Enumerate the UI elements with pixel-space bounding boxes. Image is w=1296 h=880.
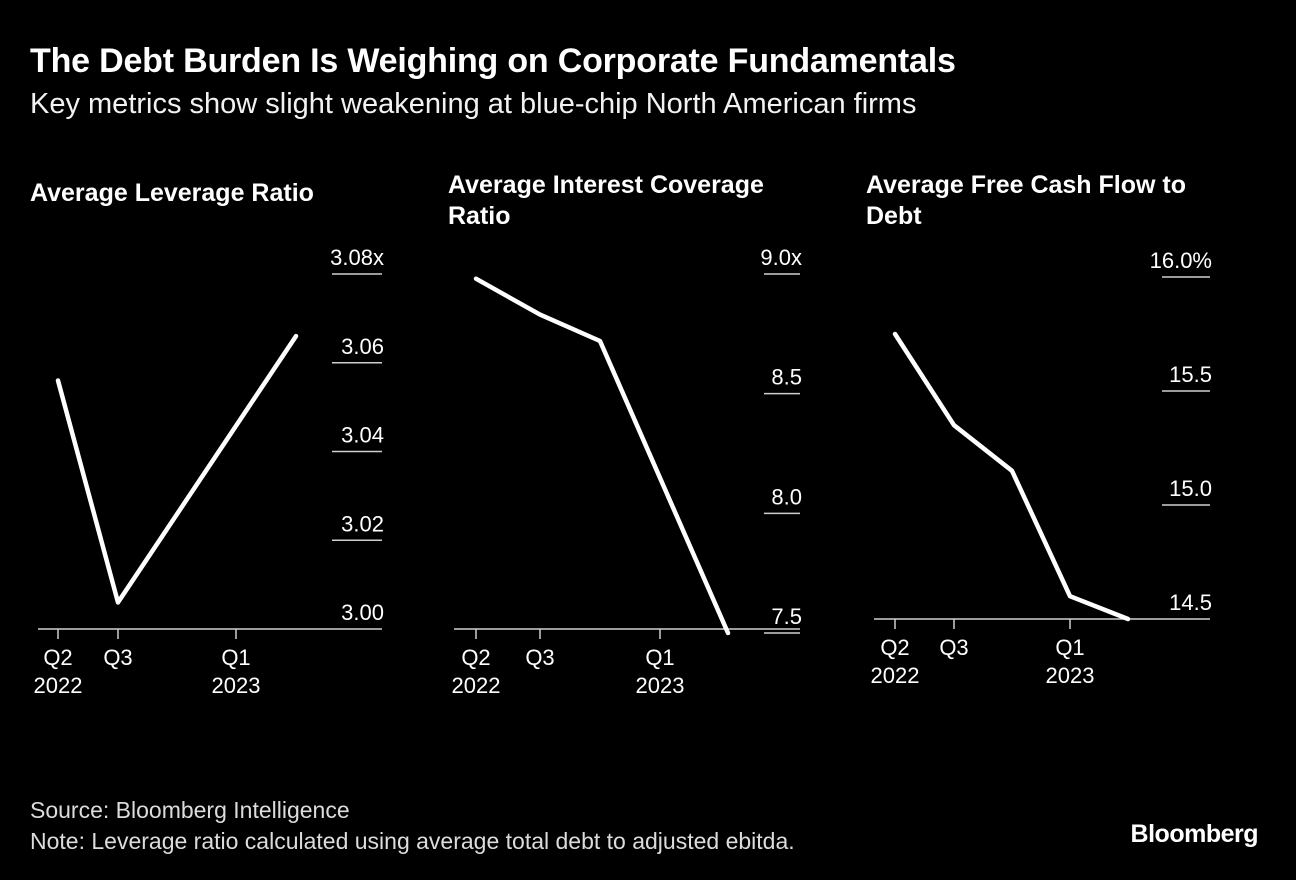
y-tick-label: 7.5 xyxy=(771,604,802,629)
x-tick-label: Q1 xyxy=(1055,635,1084,660)
x-tick-year-label: 2023 xyxy=(1046,663,1095,688)
source-note: Source: Bloomberg Intelligence xyxy=(30,797,350,823)
y-tick-label: 3.06 xyxy=(341,334,384,359)
y-tick-label: 3.00 xyxy=(341,600,384,625)
x-tick-year-label: 2023 xyxy=(212,673,261,698)
chart-title: The Debt Burden Is Weighing on Corporate… xyxy=(30,42,956,80)
footnote: Note: Leverage ratio calculated using av… xyxy=(30,828,795,854)
y-tick-label: 9.0x xyxy=(760,245,802,270)
y-tick-label: 14.5 xyxy=(1169,590,1212,615)
x-tick-year-label: 2022 xyxy=(871,663,920,688)
y-tick-label: 3.08x xyxy=(330,245,384,270)
chart-subtitle: Key metrics show slight weakening at blu… xyxy=(30,88,917,120)
x-tick-label: Q3 xyxy=(525,645,554,670)
y-tick-label: 3.02 xyxy=(341,511,384,536)
y-tick-label: 3.04 xyxy=(341,423,384,448)
x-tick-label: Q2 xyxy=(461,645,490,670)
panel-title-interest-coverage: Average Interest Coverage Ratio xyxy=(448,171,764,230)
panel-title-leverage: Average Leverage Ratio xyxy=(30,179,314,207)
y-tick-label: 16.0% xyxy=(1150,248,1212,273)
y-tick-label: 8.0 xyxy=(771,484,802,509)
x-tick-label: Q1 xyxy=(221,645,250,670)
y-tick-label: 15.5 xyxy=(1169,362,1212,387)
panel-title-fcf-to-debt: Average Free Cash Flow to Debt xyxy=(866,171,1186,230)
series-line xyxy=(892,331,1131,622)
x-tick-label: Q1 xyxy=(645,645,674,670)
y-tick-label: 8.5 xyxy=(771,365,802,390)
x-tick-year-label: 2023 xyxy=(636,673,685,698)
x-tick-label: Q2 xyxy=(880,635,909,660)
x-tick-label: Q3 xyxy=(103,645,132,670)
x-tick-year-label: 2022 xyxy=(452,673,501,698)
series-line xyxy=(473,276,731,636)
bloomberg-logo: Bloomberg xyxy=(1130,820,1259,848)
y-tick-label: 15.0 xyxy=(1169,476,1212,501)
x-tick-year-label: 2022 xyxy=(34,673,83,698)
footer: Source: Bloomberg Intelligence Note: Lev… xyxy=(30,795,795,857)
x-tick-label: Q3 xyxy=(939,635,968,660)
x-tick-label: Q2 xyxy=(43,645,72,670)
